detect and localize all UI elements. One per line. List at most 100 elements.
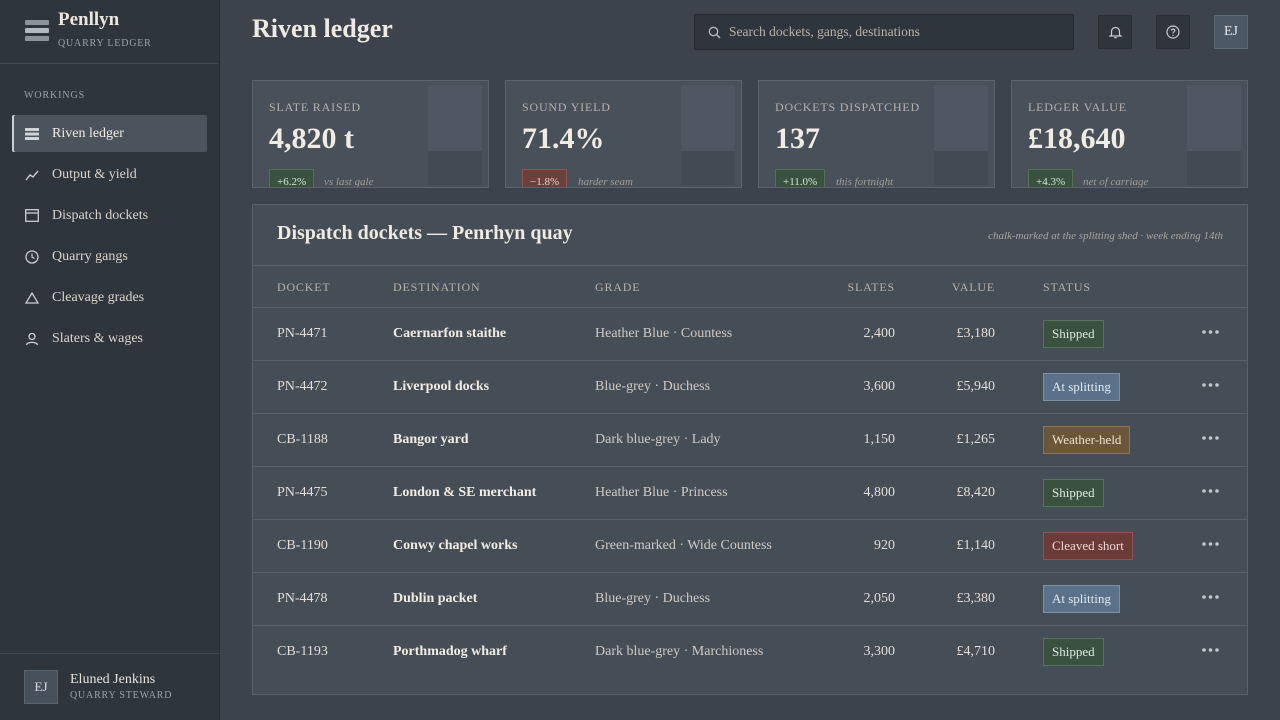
table-header: DOCKET DESTINATION GRADE SLATES VALUE ST… [253, 265, 1247, 308]
status-badge: Shipped [1043, 320, 1104, 348]
row-actions-button[interactable] [1201, 535, 1219, 553]
sidebar-item-output-yield[interactable]: Output & yield [12, 156, 207, 193]
more-horizontal-icon [1201, 330, 1219, 334]
docket-id: PN-4475 [277, 485, 328, 500]
dispatch-dockets-panel: Dispatch dockets — Penrhyn quay chalk-ma… [252, 204, 1248, 695]
sidebar-item-label: Output & yield [52, 166, 137, 182]
grade: Dark blue-grey · Lady [595, 432, 721, 447]
table-row[interactable]: CB-1190 Conwy chapel works Green-marked · … [253, 520, 1247, 573]
kpi-label: DOCKETS DISPATCHED [775, 100, 920, 114]
kpi-label: LEDGER VALUE [1028, 100, 1127, 114]
slates-count: 920 [874, 538, 895, 553]
column-header-value[interactable]: VALUE [951, 280, 995, 294]
docket-id: PN-4478 [277, 591, 328, 606]
slates-count: 3,600 [863, 379, 896, 394]
column-header-destination[interactable]: DESTINATION [393, 280, 481, 294]
docket-id: CB-1193 [277, 644, 328, 659]
docket-value: £5,940 [956, 379, 996, 394]
user-avatar-button[interactable]: EJ [1214, 15, 1248, 49]
docket-value: £3,380 [956, 591, 996, 606]
row-actions-button[interactable] [1201, 376, 1219, 394]
grade: Blue-grey · Duchess [595, 591, 711, 606]
kpi-card-slate-raised: SLATE RAISED 4,820 t +6.2% vs last gale [252, 80, 489, 188]
slates-count: 2,400 [863, 326, 896, 341]
column-header-grade[interactable]: GRADE [595, 280, 641, 294]
docket-value: £1,265 [956, 432, 996, 447]
row-actions-button[interactable] [1201, 641, 1219, 659]
panel-note: chalk-marked at the splitting shed · wee… [988, 230, 1223, 242]
sidebar-item-cleavage-grades[interactable]: Cleavage grades [12, 279, 207, 316]
help-icon [1166, 25, 1180, 39]
kpi-card-sound-yield: SOUND YIELD 71.4% −1.8% harder seam [505, 80, 742, 188]
slates-count: 1,150 [863, 432, 896, 447]
docket-id: PN-4471 [277, 326, 328, 341]
grade: Heather Blue · Countess [595, 326, 733, 341]
status-badge: Shipped [1043, 479, 1104, 507]
more-horizontal-icon [1201, 595, 1219, 599]
row-actions-button[interactable] [1201, 588, 1219, 606]
status-badge: Shipped [1043, 638, 1104, 666]
row-actions-button[interactable] [1201, 323, 1219, 341]
row-actions-button[interactable] [1201, 429, 1219, 447]
kpi-note: net of carriage [1083, 176, 1149, 188]
table-row[interactable]: CB-1188 Bangor yard Dark blue-grey · Lady 1… [253, 414, 1247, 467]
page-title: Riven ledger [252, 14, 393, 43]
nav-heading: WORKINGS [24, 90, 86, 101]
search-box[interactable] [694, 14, 1074, 50]
sidebar-nav: Riven ledger Output & yield Dispatch doc… [12, 115, 207, 361]
top-bar: Riven ledger EJ [220, 0, 1280, 64]
notifications-button[interactable] [1098, 15, 1132, 49]
search-input[interactable] [729, 24, 1049, 40]
table-row[interactable]: PN-4471 Caernarfon staithe Heather Blue · … [253, 308, 1247, 361]
grade: Green-marked · Wide Countess [595, 538, 772, 553]
sidebar-item-label: Dispatch dockets [52, 207, 149, 223]
kpi-value: 4,820 t [269, 122, 354, 155]
column-header-slates[interactable]: SLATES [847, 280, 895, 294]
help-button[interactable] [1156, 15, 1190, 49]
sidebar-item-slaters-wages[interactable]: Slaters & wages [12, 320, 207, 357]
column-header-docket[interactable]: DOCKET [277, 280, 331, 294]
sidebar-item-quarry-gangs[interactable]: Quarry gangs [12, 238, 207, 275]
card-decoration [934, 85, 988, 185]
sidebar-item-label: Riven ledger [52, 125, 124, 141]
card-decoration [681, 85, 735, 185]
kpi-change-badge: +11.0% [775, 169, 826, 187]
kpi-note: harder seam [578, 176, 633, 188]
sidebar-item-riven-ledger[interactable]: Riven ledger [12, 115, 207, 152]
user-name: Eluned Jenkins [70, 672, 156, 687]
grade: Heather Blue · Princess [595, 485, 728, 500]
sidebar-item-label: Cleavage grades [52, 289, 145, 305]
table-row[interactable]: PN-4478 Dublin packet Blue-grey · Duchess 2… [253, 573, 1247, 626]
docket-icon [24, 208, 40, 224]
slates-count: 4,800 [863, 485, 896, 500]
destination: Liverpool docks [393, 379, 490, 394]
user-profile[interactable]: EJ Eluned Jenkins QUARRY STEWARD [0, 653, 220, 720]
more-horizontal-icon [1201, 489, 1219, 493]
column-header-status[interactable]: STATUS [1043, 280, 1091, 294]
slates-count: 2,050 [863, 591, 896, 606]
docket-id: CB-1190 [277, 538, 328, 553]
kpi-change-badge: +4.3% [1028, 169, 1074, 187]
search-icon [708, 26, 721, 39]
kpi-card-ledger-value: LEDGER VALUE £18,640 +4.3% net of carria… [1011, 80, 1248, 188]
destination: London & SE merchant [393, 485, 537, 500]
table-row[interactable]: CB-1193 Porthmadog wharf Dark blue-grey · … [253, 626, 1247, 679]
row-actions-button[interactable] [1201, 482, 1219, 500]
person-icon [24, 331, 40, 347]
card-decoration [1187, 85, 1241, 185]
triangle-icon [24, 290, 40, 306]
more-horizontal-icon [1201, 436, 1219, 440]
table-row[interactable]: PN-4472 Liverpool docks Blue-grey · Duches… [253, 361, 1247, 414]
card-decoration [428, 85, 482, 185]
table-row[interactable]: PN-4475 London & SE merchant Heather Blue … [253, 467, 1247, 520]
docket-value: £1,140 [956, 538, 996, 553]
kpi-note: this fortnight [836, 176, 894, 188]
docket-id: CB-1188 [277, 432, 328, 447]
slate-stack-logo-icon [25, 20, 49, 42]
kpi-label: SLATE RAISED [269, 100, 361, 114]
destination: Dublin packet [393, 591, 478, 606]
destination: Caernarfon staithe [393, 326, 507, 341]
kpi-change-badge: +6.2% [269, 169, 315, 187]
sidebar-item-dispatch-dockets[interactable]: Dispatch dockets [12, 197, 207, 234]
brand-name: Penllyn [58, 9, 120, 30]
